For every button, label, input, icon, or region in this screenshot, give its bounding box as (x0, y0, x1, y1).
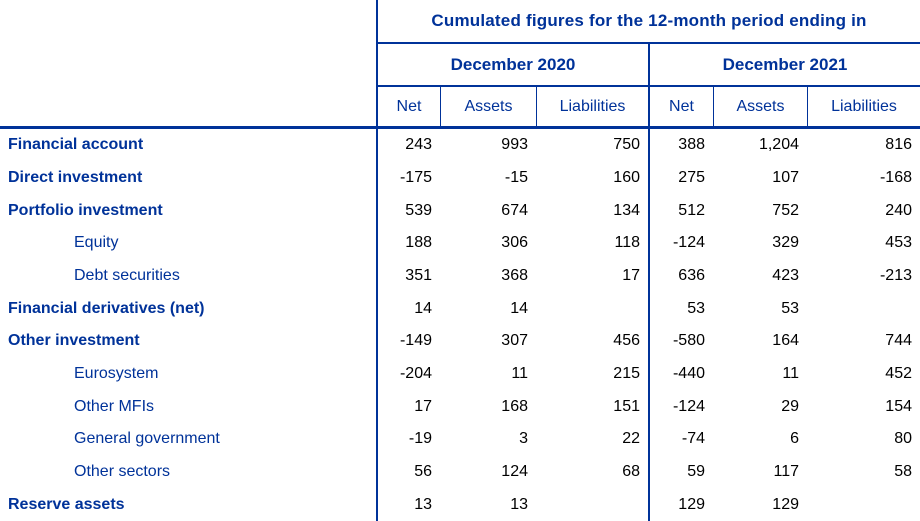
cell-liabilities-2021: -213 (879, 266, 912, 284)
cell-liabilities-2020: 456 (613, 332, 640, 350)
colhead-assets-2020: Assets (440, 87, 536, 129)
cell-liabilities-2021: -168 (879, 168, 912, 186)
cell-liabilities-2020 (536, 292, 648, 325)
cell-liabilities-2021: 452 (885, 364, 912, 382)
cell-net-2021: 275 (648, 161, 713, 195)
colhead-net-2020: Net (378, 87, 440, 129)
cell-assets-2020: 11 (511, 364, 528, 382)
colhead-liabilities-2020: Liabilities (536, 87, 648, 129)
cell-assets-2021: 6 (790, 430, 799, 448)
cell-liabilities-2021: 58 (894, 462, 912, 480)
cell-liabilities-2020: 215 (613, 364, 640, 382)
period-header-december-2020: December 2020 (378, 44, 648, 87)
row-label: Financial derivatives (net) (0, 292, 378, 325)
cell-net-2021: 129 (648, 488, 713, 521)
cell-net-2021: -440 (648, 357, 713, 391)
row-label: Equity (0, 226, 378, 260)
cell-net-2020: 14 (414, 299, 432, 317)
cell-liabilities-2021: 240 (885, 201, 912, 219)
header-stub-row2 (0, 44, 378, 87)
period-header-december-2021: December 2021 (648, 44, 920, 87)
cell-assets-2020: 124 (501, 462, 528, 480)
cell-liabilities-2021: 80 (894, 430, 912, 448)
cell-net-2021: 512 (648, 194, 713, 227)
cell-liabilities-2020 (536, 488, 648, 521)
cell-liabilities-2020: 68 (622, 462, 640, 480)
cell-assets-2021: 1,204 (758, 136, 799, 154)
cell-net-2021: 59 (648, 455, 713, 489)
cell-assets-2021: 752 (772, 201, 799, 219)
cell-net-2020: -175 (399, 168, 432, 186)
row-label: Other investment (0, 324, 378, 358)
cell-net-2020: 188 (405, 234, 432, 252)
colhead-net-2021: Net (648, 87, 713, 129)
cell-net-2020: 56 (414, 462, 432, 480)
cell-liabilities-2020: 160 (613, 168, 640, 186)
row-label: Other MFIs (0, 390, 378, 423)
cell-assets-2020: 13 (510, 495, 528, 513)
cell-net-2020: -149 (399, 332, 432, 350)
cell-liabilities-2020: 134 (613, 201, 640, 219)
cell-assets-2020: 368 (501, 266, 528, 284)
cell-assets-2020: 168 (501, 397, 528, 415)
row-label: Other sectors (0, 455, 378, 489)
cell-liabilities-2021: 744 (885, 332, 912, 350)
cell-net-2020: 17 (414, 397, 432, 415)
cell-assets-2021: 329 (772, 234, 799, 252)
cell-net-2020: -19 (408, 430, 432, 448)
colhead-assets-2021: Assets (713, 87, 807, 129)
cell-assets-2020: 3 (519, 430, 528, 448)
cell-liabilities-2020: 151 (613, 397, 640, 415)
row-label: Direct investment (0, 161, 378, 195)
cell-net-2021: 53 (648, 292, 713, 325)
header-stub-row1 (0, 0, 378, 44)
cell-liabilities-2021: 816 (885, 136, 912, 154)
cell-net-2021: -74 (648, 422, 713, 456)
cell-liabilities-2021 (807, 488, 920, 521)
header-stub-row3 (0, 87, 378, 129)
cell-net-2021: -124 (648, 226, 713, 260)
cell-liabilities-2021: 154 (885, 397, 912, 415)
cell-liabilities-2021: 453 (885, 234, 912, 252)
cell-net-2020: 351 (405, 266, 432, 284)
row-label: Eurosystem (0, 357, 378, 391)
cell-liabilities-2020: 17 (622, 266, 640, 284)
cell-net-2021: 388 (648, 129, 713, 162)
cell-liabilities-2020: 22 (622, 430, 640, 448)
cell-net-2021: -124 (648, 390, 713, 423)
cell-net-2021: 636 (648, 259, 713, 293)
cell-assets-2021: 129 (772, 495, 799, 513)
cell-assets-2020: 306 (501, 234, 528, 252)
row-label: Reserve assets (0, 488, 378, 521)
cell-liabilities-2020: 750 (613, 136, 640, 154)
cell-liabilities-2020: 118 (614, 234, 640, 252)
cell-assets-2021: 117 (773, 462, 799, 480)
cell-assets-2020: -15 (504, 168, 528, 186)
cell-assets-2020: 993 (501, 136, 528, 154)
colhead-liabilities-2021: Liabilities (807, 87, 920, 129)
cell-assets-2021: 11 (782, 364, 799, 382)
cell-net-2020: 243 (405, 136, 432, 154)
row-label: Portfolio investment (0, 194, 378, 227)
cell-assets-2020: 307 (501, 332, 528, 350)
cell-net-2020: 13 (414, 495, 432, 513)
cell-assets-2021: 29 (781, 397, 799, 415)
table-title: Cumulated figures for the 12-month perio… (378, 0, 920, 44)
cell-net-2020: -204 (399, 364, 432, 382)
row-label: General government (0, 422, 378, 456)
cell-assets-2021: 423 (772, 266, 799, 284)
row-label: Financial account (0, 129, 378, 162)
cell-net-2020: 539 (405, 201, 432, 219)
cell-assets-2020: 14 (510, 299, 528, 317)
cell-assets-2021: 107 (772, 168, 799, 186)
row-label: Debt securities (0, 259, 378, 293)
cell-net-2021: -580 (648, 324, 713, 358)
cell-assets-2020: 674 (501, 201, 528, 219)
cell-assets-2021: 164 (772, 332, 799, 350)
cell-assets-2021: 53 (781, 299, 799, 317)
cell-liabilities-2021 (807, 292, 920, 325)
